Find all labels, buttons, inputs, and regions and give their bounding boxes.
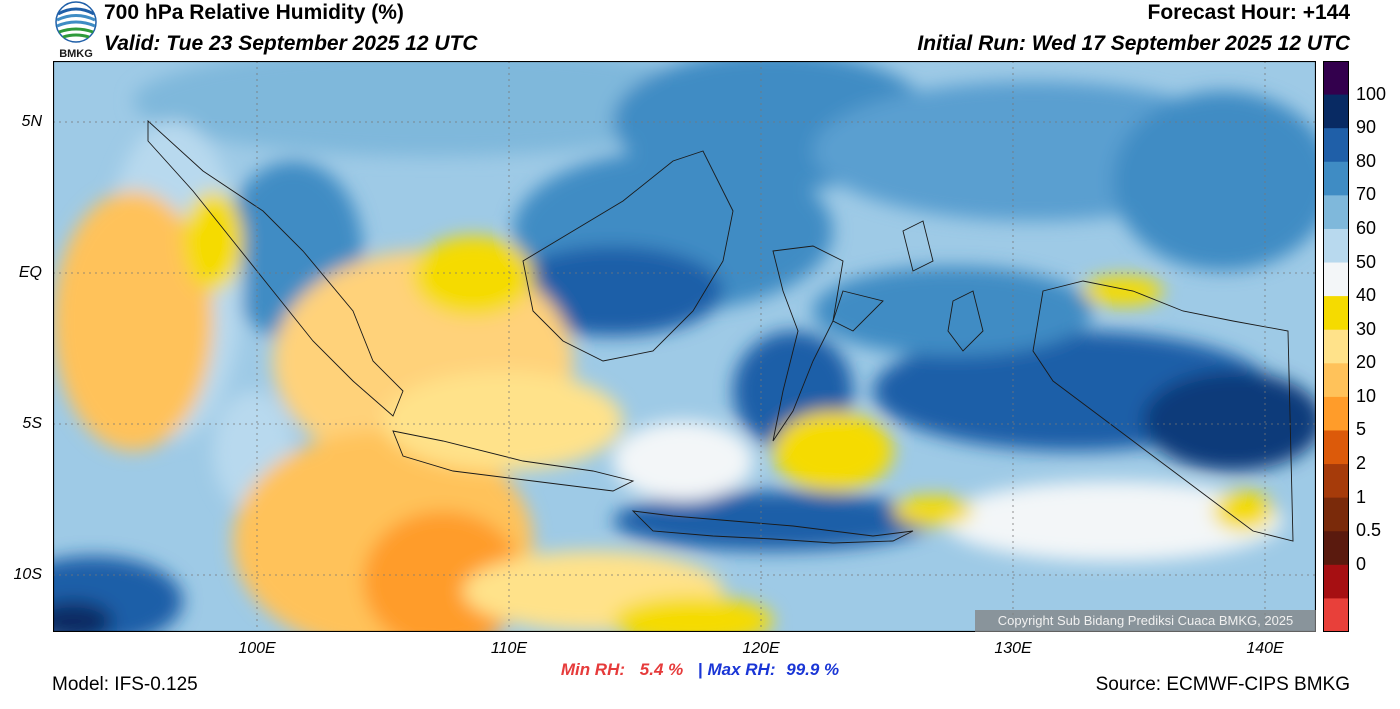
colorbar-swatch — [1323, 195, 1349, 230]
initial-run: Initial Run: Wed 17 September 2025 12 UT… — [917, 32, 1350, 55]
colorbar-label: 30 — [1356, 318, 1377, 339]
colorbar-swatch — [1323, 296, 1349, 331]
map-title: 700 hPa Relative Humidity (%) — [104, 1, 404, 24]
colorbar-frame — [1323, 61, 1349, 632]
colorbar-label: 50 — [1356, 251, 1377, 272]
colorbar-swatch — [1323, 464, 1349, 499]
colorbar-swatch — [1323, 262, 1349, 297]
colorbar-swatch — [1323, 228, 1349, 264]
colorbar — [1323, 61, 1349, 632]
max-rh-value: 99.9 % — [786, 660, 840, 679]
lon-label-140e: 140E — [1246, 640, 1284, 657]
colorbar-label: 60 — [1356, 217, 1377, 238]
colorbar-swatch — [1323, 363, 1349, 398]
colorbar-label: 70 — [1356, 184, 1377, 205]
bmkg-logo: BMKG — [55, 1, 97, 60]
colorbar-label: 40 — [1356, 285, 1377, 306]
colorbar-swatch — [1323, 161, 1349, 196]
lat-label-eq: EQ — [18, 264, 42, 281]
colorbar-swatch — [1323, 531, 1349, 566]
min-rh-label: Min RH: — [560, 660, 626, 679]
lat-label-5s: 5S — [22, 415, 42, 432]
colorbar-label: 90 — [1356, 117, 1377, 138]
colorbar-swatch — [1323, 94, 1349, 129]
coastlines — [147, 119, 1294, 544]
lon-label-130e: 130E — [994, 640, 1032, 657]
logo-text: BMKG — [59, 48, 93, 60]
colorbar-label: 1 — [1356, 486, 1367, 507]
model-info: Model: IFS-0.125 — [52, 674, 198, 695]
colorbar-swatch — [1323, 61, 1349, 96]
colorbar-label: 0 — [1356, 553, 1367, 574]
colorbar-label: 20 — [1356, 352, 1377, 373]
colorbar-swatch — [1323, 564, 1349, 599]
forecast-hour: Forecast Hour: +144 — [1147, 1, 1351, 24]
colorbar-label: 5 — [1356, 419, 1367, 440]
colorbar-label: 2 — [1356, 453, 1367, 474]
lon-label-120e: 120E — [742, 640, 780, 657]
min-rh-value: 5.4 % — [639, 660, 684, 679]
colorbar-label: 100 — [1356, 83, 1387, 104]
lat-label-10s: 10S — [13, 566, 42, 583]
humidity-map — [53, 61, 1316, 632]
gridlines — [53, 61, 1316, 632]
humidity-field — [53, 61, 1316, 632]
source-info: Source: ECMWF-CIPS BMKG — [1095, 674, 1350, 695]
lon-label-100e: 100E — [238, 640, 276, 657]
colorbar-swatch — [1323, 497, 1349, 532]
colorbar-swatch — [1323, 598, 1349, 632]
stats-separator: | — [697, 660, 703, 679]
colorbar-swatch — [1323, 128, 1349, 163]
valid-time: Valid: Tue 23 September 2025 12 UTC — [104, 32, 478, 55]
max-rh-label: Max RH: — [707, 660, 776, 679]
map-frame — [53, 61, 1316, 632]
rh-stats: Min RH: 5.4 % | Max RH: 99.9 % — [0, 660, 1400, 680]
colorbar-label: 0.5 — [1356, 520, 1382, 541]
lon-label-110e: 110E — [490, 640, 528, 657]
lat-label-5n: 5N — [21, 113, 42, 130]
colorbar-swatch — [1323, 329, 1349, 364]
colorbar-label: 80 — [1356, 150, 1377, 171]
copyright-notice: Copyright Sub Bidang Prediksi Cuaca BMKG… — [975, 610, 1316, 632]
colorbar-label: 10 — [1356, 385, 1377, 406]
colorbar-swatch — [1323, 430, 1349, 465]
colorbar-swatch — [1323, 396, 1349, 431]
